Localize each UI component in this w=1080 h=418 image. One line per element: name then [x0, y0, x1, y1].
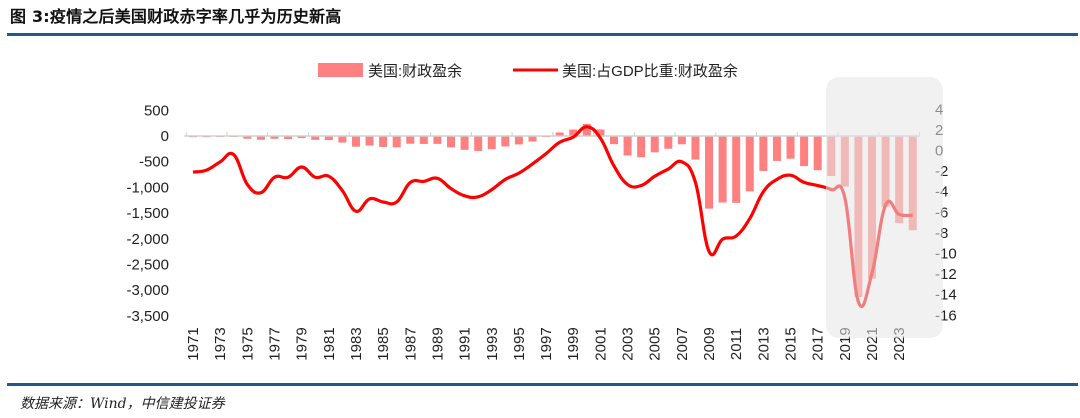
bar-1975 [243, 136, 252, 139]
bar-1998 [555, 132, 564, 136]
bar-2001 [596, 129, 605, 136]
x-tick-label-2013: 2013 [755, 327, 772, 360]
y-left-tick-label: 0 [161, 128, 169, 145]
y-left-tick-label: -500 [139, 154, 169, 171]
highlight-box [826, 77, 943, 338]
bar-1976 [256, 136, 265, 140]
x-tick-label-1977: 1977 [266, 327, 283, 360]
bar-1999 [569, 129, 578, 136]
bars-layer [189, 123, 917, 297]
x-tick-label-2005: 2005 [647, 327, 664, 360]
bar-2015 [786, 136, 795, 159]
top-rule [7, 33, 1078, 36]
x-tick-label-2015: 2015 [783, 327, 800, 360]
figure-title: 图 3:疫情之后美国财政赤字率几乎为历史新高 [10, 7, 342, 26]
bar-2012 [745, 136, 754, 192]
bottom-rule [7, 383, 1078, 386]
x-tick-label-1995: 1995 [511, 327, 528, 360]
x-tick-label-1999: 1999 [565, 327, 582, 360]
x-tick-label-1991: 1991 [457, 327, 474, 360]
bar-2010 [718, 136, 727, 203]
bar-2009 [705, 136, 714, 209]
bar-1992 [474, 136, 483, 151]
bar-2000 [582, 123, 591, 136]
bar-1991 [460, 136, 469, 150]
x-tick-label-1985: 1985 [375, 327, 392, 360]
bar-1988 [419, 136, 428, 144]
x-tick-label-2017: 2017 [810, 327, 827, 360]
bar-1987 [406, 136, 415, 144]
bar-1996 [528, 136, 537, 142]
bar-2017 [813, 136, 822, 171]
bar-2002 [609, 136, 618, 145]
x-tick-label-1993: 1993 [484, 327, 501, 360]
x-tick-label-1983: 1983 [348, 327, 365, 360]
bar-2006 [664, 136, 673, 149]
x-tick-label-2003: 2003 [620, 327, 637, 360]
bar-1994 [501, 136, 510, 147]
bar-2008 [691, 136, 700, 160]
x-tick-label-1971: 1971 [185, 327, 202, 360]
legend: 美国:财政盈余 美国:占GDP比重:财政盈余 [318, 62, 738, 80]
y-left-tick-label: 500 [144, 102, 169, 119]
x-tick-label-1981: 1981 [321, 327, 338, 360]
y-left-tick-label: -2,000 [126, 231, 169, 248]
bar-1978 [284, 136, 293, 140]
bar-2003 [623, 136, 632, 156]
y-left-tick-label: -2,500 [126, 257, 169, 274]
legend-bar-swatch [318, 63, 363, 77]
bar-1986 [392, 136, 401, 148]
bar-2014 [772, 136, 781, 161]
y-left-tick-label: -3,500 [126, 308, 169, 325]
x-tick-label-1989: 1989 [429, 327, 446, 360]
bar-1989 [433, 136, 442, 144]
bar-1990 [447, 136, 456, 148]
bar-2004 [637, 136, 646, 158]
x-tick-label-2011: 2011 [728, 328, 745, 360]
x-tick-label-1987: 1987 [402, 327, 419, 360]
y-left-tick-label: -1,000 [126, 179, 169, 196]
line-layer [192, 125, 913, 309]
bar-1982 [338, 136, 347, 143]
line-gdp-ratio [192, 125, 913, 309]
overlay-layer [826, 77, 943, 338]
x-tick-label-1973: 1973 [212, 327, 229, 360]
legend-line-label: 美国:占GDP比重:财政盈余 [562, 62, 738, 80]
source-note: 数据来源：Wind，中信建投证券 [20, 396, 225, 412]
y-left-tick-label: -1,500 [126, 205, 169, 222]
legend-bar-label: 美国:财政盈余 [368, 62, 462, 80]
bar-1980 [311, 136, 320, 140]
x-tick-label-2001: 2001 [592, 327, 609, 360]
bar-1984 [365, 136, 374, 146]
x-tick-label-1979: 1979 [294, 327, 311, 360]
x-tick-label-2007: 2007 [674, 327, 691, 360]
bar-2013 [759, 136, 768, 171]
axis-layer: 500 0 -500 -1,000 -1,500 -2,000 -2,500 -3,000 -3… [126, 101, 956, 360]
bar-2011 [732, 136, 741, 203]
bar-2016 [800, 136, 809, 167]
bar-1983 [351, 136, 360, 147]
bar-1981 [324, 136, 333, 141]
chart: 500 0 -500 -1,000 -1,500 -2,000 -2,500 -3,000 -3… [126, 62, 956, 361]
bar-2007 [677, 136, 686, 145]
bar-1979 [297, 136, 306, 139]
x-tick-label-2009: 2009 [701, 327, 718, 360]
bar-1977 [270, 136, 279, 139]
bar-1995 [514, 136, 523, 145]
y-left-tick-label: -3,000 [126, 282, 169, 299]
bar-1993 [487, 136, 496, 150]
x-tick-label-1975: 1975 [239, 327, 256, 360]
x-tick-label-1997: 1997 [538, 327, 555, 360]
bar-2005 [650, 136, 659, 153]
bar-1985 [379, 136, 388, 147]
